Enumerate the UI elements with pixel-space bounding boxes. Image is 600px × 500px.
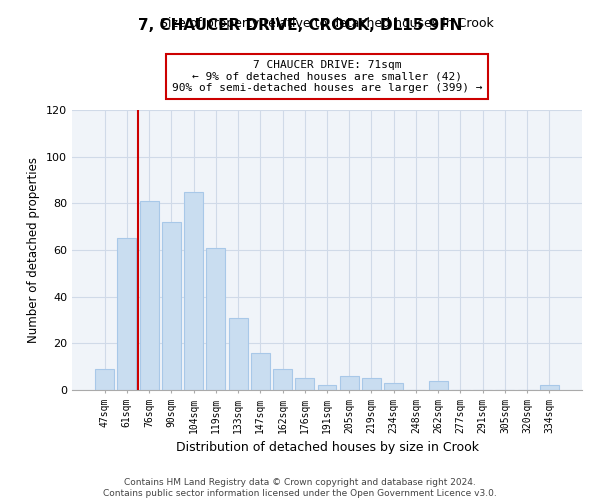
Bar — [295, 378, 314, 390]
Bar — [251, 352, 270, 390]
Title: Size of property relative to detached houses in Crook: Size of property relative to detached ho… — [160, 16, 494, 30]
Bar — [229, 318, 248, 390]
Bar — [184, 192, 203, 390]
Bar — [95, 369, 114, 390]
Text: Contains HM Land Registry data © Crown copyright and database right 2024.
Contai: Contains HM Land Registry data © Crown c… — [103, 478, 497, 498]
Bar — [162, 222, 181, 390]
Bar — [429, 380, 448, 390]
Text: 7 CHAUCER DRIVE: 71sqm
← 9% of detached houses are smaller (42)
90% of semi-deta: 7 CHAUCER DRIVE: 71sqm ← 9% of detached … — [172, 60, 482, 93]
Bar — [340, 376, 359, 390]
Text: 7, CHAUCER DRIVE, CROOK, DL15 9FN: 7, CHAUCER DRIVE, CROOK, DL15 9FN — [138, 18, 462, 32]
Bar — [384, 383, 403, 390]
Bar — [273, 369, 292, 390]
Bar — [362, 378, 381, 390]
Bar — [540, 386, 559, 390]
Bar — [206, 248, 225, 390]
Bar — [317, 386, 337, 390]
Bar — [118, 238, 136, 390]
Y-axis label: Number of detached properties: Number of detached properties — [28, 157, 40, 343]
Bar — [140, 201, 158, 390]
X-axis label: Distribution of detached houses by size in Crook: Distribution of detached houses by size … — [176, 441, 479, 454]
